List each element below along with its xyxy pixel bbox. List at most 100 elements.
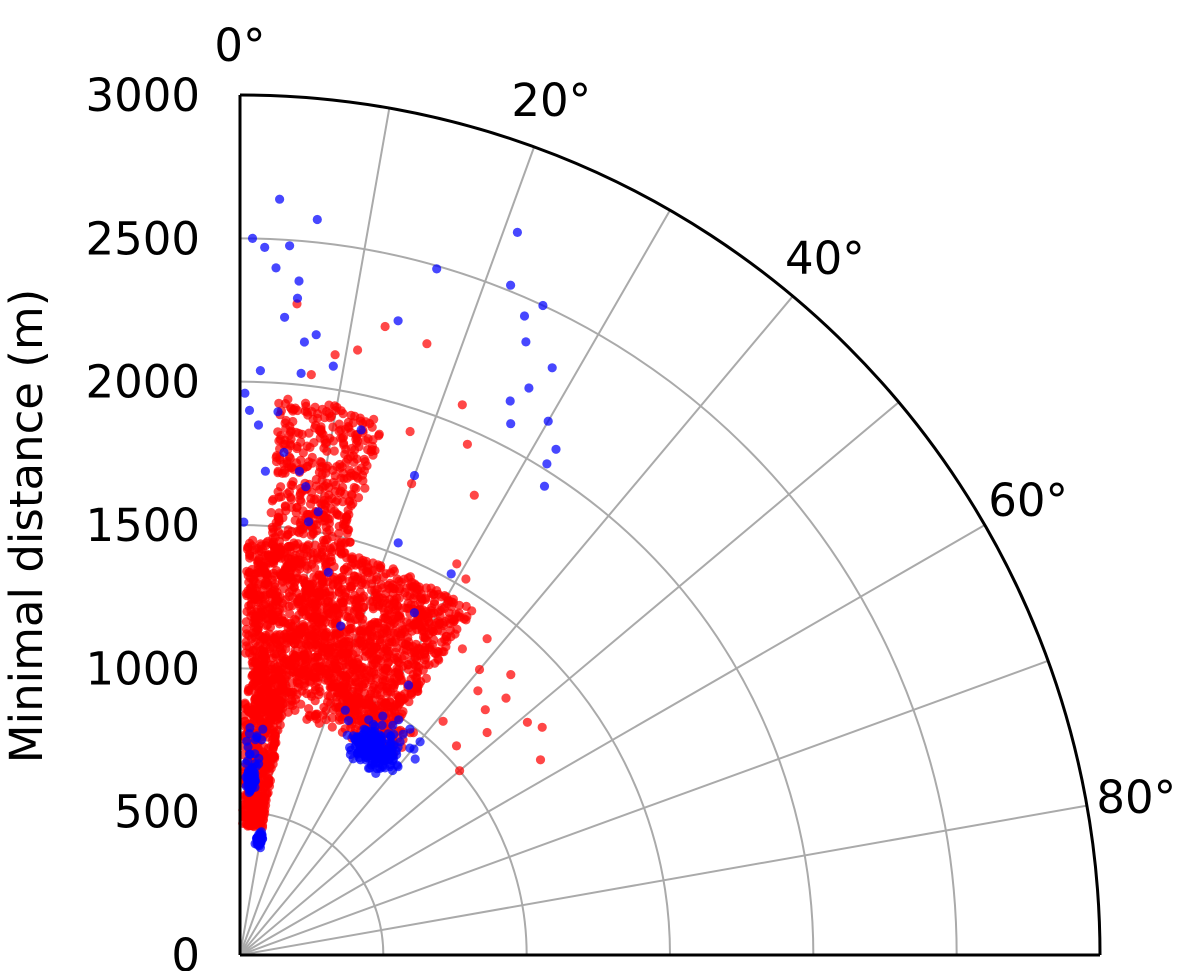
- data-point: [244, 405, 255, 415]
- data-point: [282, 635, 292, 645]
- data-point: [277, 668, 287, 678]
- data-point: [501, 693, 511, 703]
- data-point: [294, 276, 304, 286]
- data-point: [310, 696, 320, 706]
- data-point: [295, 495, 305, 505]
- data-point: [334, 426, 344, 436]
- data-point: [521, 337, 531, 347]
- data-point: [359, 724, 369, 734]
- data-point: [251, 761, 261, 772]
- data-point: [346, 657, 356, 668]
- data-point: [338, 409, 348, 419]
- data-point: [283, 707, 293, 717]
- data-point: [418, 665, 428, 675]
- data-point: [240, 388, 250, 398]
- data-point: [406, 647, 416, 658]
- data-point: [323, 670, 333, 680]
- data-point: [301, 401, 311, 411]
- frame-layer: [238, 93, 1102, 957]
- data-point: [318, 615, 328, 626]
- data-point: [380, 645, 391, 655]
- data-point: [313, 507, 323, 517]
- data-point: [429, 608, 439, 618]
- data-point: [371, 768, 381, 779]
- data-point: [323, 651, 333, 661]
- data-point: [246, 611, 256, 621]
- data-point: [286, 494, 296, 504]
- data-point: [282, 530, 292, 540]
- data-point: [260, 242, 270, 252]
- data-point: [462, 439, 472, 449]
- data-point: [398, 729, 408, 739]
- data-point: [367, 660, 377, 670]
- data-point: [351, 648, 361, 658]
- data-point: [280, 312, 290, 322]
- data-point: [248, 670, 258, 680]
- data-point: [356, 714, 366, 724]
- data-point: [432, 625, 443, 636]
- data-point: [413, 618, 424, 628]
- data-point: [538, 300, 548, 311]
- data-point: [268, 742, 278, 752]
- data-point: [312, 590, 323, 601]
- data-point: [328, 361, 338, 371]
- data-point: [311, 709, 321, 719]
- data-point: [409, 593, 419, 603]
- data-point: [306, 370, 316, 380]
- data-point: [394, 715, 404, 725]
- data-point: [261, 652, 271, 662]
- data-point: [338, 482, 348, 492]
- data-point: [312, 677, 322, 687]
- data-point: [272, 545, 282, 555]
- data-point: [292, 441, 302, 452]
- data-point: [451, 741, 462, 751]
- data-point: [273, 468, 283, 478]
- data-point: [264, 775, 274, 785]
- data-point: [303, 540, 313, 550]
- data-point: [418, 605, 428, 615]
- data-point: [270, 649, 280, 659]
- data-point: [367, 445, 377, 455]
- data-point: [506, 419, 516, 429]
- data-point: [398, 625, 408, 635]
- radial-tick-label: 2000: [85, 356, 200, 409]
- angular-grid-line: [239, 401, 900, 956]
- data-point: [268, 533, 278, 543]
- data-point: [329, 562, 339, 572]
- data-point: [285, 626, 296, 636]
- data-point: [240, 699, 250, 710]
- data-point: [346, 680, 356, 690]
- data-point: [356, 636, 366, 646]
- data-point: [438, 716, 448, 726]
- data-point: [402, 617, 412, 627]
- data-point: [305, 631, 315, 641]
- data-point: [349, 700, 359, 710]
- data-point: [298, 650, 309, 660]
- data-point: [277, 598, 288, 608]
- grid-layer: [239, 107, 1088, 956]
- data-point: [355, 755, 366, 765]
- data-point: [256, 541, 266, 551]
- data-point: [306, 666, 316, 676]
- data-point: [461, 615, 471, 625]
- data-point: [372, 590, 382, 601]
- data-point: [432, 264, 442, 274]
- data-point: [369, 652, 379, 662]
- data-point: [365, 641, 375, 651]
- data-point: [505, 396, 515, 406]
- data-point: [336, 621, 346, 631]
- data-point: [431, 618, 441, 628]
- data-point: [292, 676, 302, 686]
- data-point: [522, 717, 533, 727]
- data-point: [312, 607, 322, 617]
- data-point: [330, 350, 340, 360]
- data-point: [395, 671, 405, 681]
- data-point: [364, 715, 374, 725]
- data-point: [338, 645, 349, 656]
- data-point: [384, 610, 395, 620]
- data-point: [247, 594, 257, 604]
- data-point: [255, 366, 265, 376]
- data-point: [280, 418, 290, 428]
- data-point: [291, 427, 301, 437]
- data-point: [252, 583, 262, 593]
